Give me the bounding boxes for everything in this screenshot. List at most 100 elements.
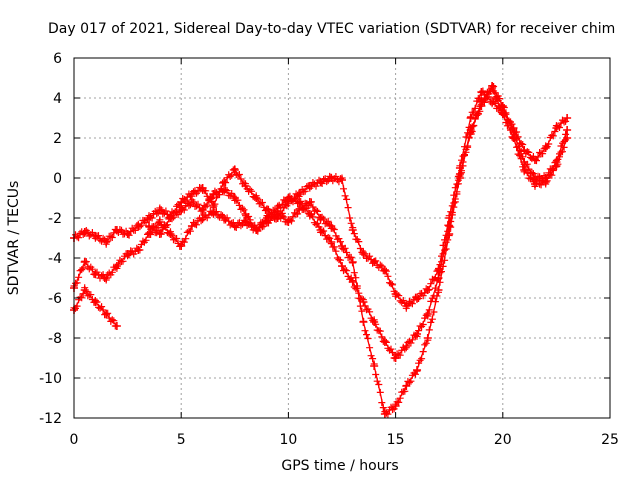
data-point xyxy=(295,206,304,214)
data-point xyxy=(413,366,422,374)
data-point xyxy=(134,246,143,254)
data-point xyxy=(166,214,175,222)
data-point xyxy=(455,170,464,178)
data-point xyxy=(230,222,239,230)
data-point xyxy=(541,144,550,152)
data-point xyxy=(230,166,239,174)
data-point xyxy=(91,232,100,240)
x-tick-label: 25 xyxy=(601,432,619,448)
data-point xyxy=(220,186,229,194)
x-tick-label: 20 xyxy=(494,432,512,448)
data-point xyxy=(413,294,422,302)
data-point xyxy=(477,98,486,106)
data-point xyxy=(295,198,304,206)
data-point xyxy=(198,184,207,192)
y-tick-label: 0 xyxy=(53,171,62,187)
data-point xyxy=(273,210,282,218)
data-point xyxy=(252,226,261,234)
data-point xyxy=(402,302,411,310)
data-point xyxy=(445,230,454,238)
y-tick-label: -8 xyxy=(48,331,62,347)
data-point xyxy=(488,84,497,92)
data-point xyxy=(209,208,218,216)
y-tick-label: 2 xyxy=(53,131,62,147)
data-point xyxy=(445,222,454,230)
data-point xyxy=(241,210,250,218)
data-point xyxy=(380,338,389,346)
data-point xyxy=(177,206,186,214)
data-point xyxy=(305,182,314,190)
data-point xyxy=(530,156,539,164)
data-point xyxy=(198,214,207,222)
data-point xyxy=(220,178,229,186)
plot-frame xyxy=(73,57,611,419)
data-point xyxy=(134,222,143,230)
data-point xyxy=(391,354,400,362)
y-tick-label: -2 xyxy=(48,211,62,227)
y-tick-label: -6 xyxy=(48,291,62,307)
data-point xyxy=(370,362,379,370)
data-point xyxy=(423,286,432,294)
data-point xyxy=(541,178,550,186)
data-point xyxy=(552,124,561,132)
data-point xyxy=(91,298,100,306)
y-tick-label: -10 xyxy=(39,371,62,387)
axes: 0 5 10 15 20 25 -12 -10 -8 -6 -4 -2 0 2 4 6 xyxy=(39,51,619,448)
data-point xyxy=(80,286,89,294)
data-point xyxy=(305,198,314,206)
data-point xyxy=(563,126,572,134)
data-point xyxy=(316,226,325,234)
data-point xyxy=(252,194,261,202)
data-point xyxy=(112,262,121,270)
data-point xyxy=(241,218,250,226)
data-point xyxy=(230,194,239,202)
data-point xyxy=(380,410,389,418)
data-point xyxy=(434,286,443,294)
data-point xyxy=(509,134,518,142)
data-point xyxy=(80,228,89,236)
data-point xyxy=(338,262,346,270)
data-point xyxy=(563,114,572,122)
data-point xyxy=(423,334,432,342)
data-point xyxy=(155,230,164,238)
data-point xyxy=(391,290,400,298)
x-axis-label: GPS time / hours xyxy=(281,458,398,474)
data-point xyxy=(338,176,346,184)
data-point xyxy=(155,206,164,214)
data-point xyxy=(155,218,164,226)
data-point xyxy=(466,130,475,138)
data-point xyxy=(102,238,111,246)
data-point xyxy=(284,194,293,202)
data-point xyxy=(112,226,121,234)
x-tick-label: 15 xyxy=(387,432,405,448)
data-point xyxy=(316,214,325,222)
data-point xyxy=(348,278,357,286)
data-point xyxy=(552,162,561,170)
data-point xyxy=(488,98,497,106)
data-point xyxy=(359,298,368,306)
series-track-3 xyxy=(70,82,572,418)
y-tick-label: 4 xyxy=(53,91,62,107)
data-point xyxy=(220,214,229,222)
data-point xyxy=(348,258,357,266)
data-point xyxy=(145,222,154,230)
data-point xyxy=(80,258,89,266)
data-point xyxy=(402,382,411,390)
data-point xyxy=(166,230,175,238)
y-axis-label: SDTVAR / TECUs xyxy=(6,181,22,296)
data-point xyxy=(102,274,111,282)
data-point xyxy=(391,402,400,410)
series-track-1 xyxy=(70,87,572,312)
data-point xyxy=(177,242,186,250)
data-point xyxy=(520,166,529,174)
data-point xyxy=(327,174,336,182)
data-point xyxy=(359,318,368,326)
data-point xyxy=(102,310,111,318)
data-point xyxy=(145,214,154,222)
data-point xyxy=(295,190,304,198)
data-point xyxy=(284,218,293,226)
data-point xyxy=(262,218,271,226)
x-tick-label: 10 xyxy=(279,432,297,448)
x-tick-label: 5 xyxy=(177,432,186,448)
